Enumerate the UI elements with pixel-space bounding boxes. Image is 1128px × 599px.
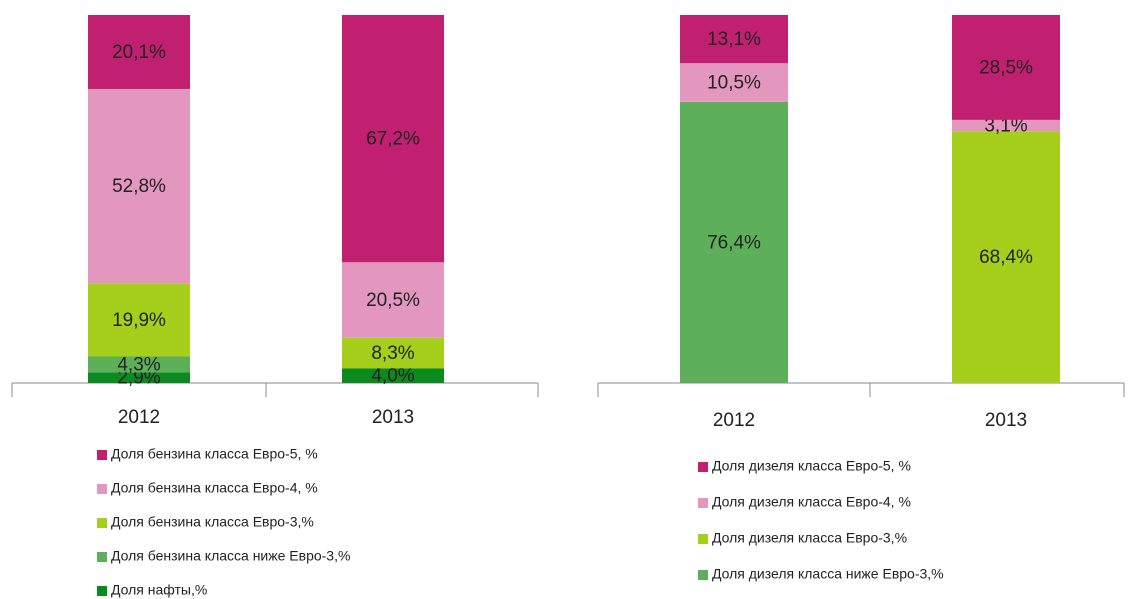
bar-segment	[88, 356, 190, 373]
data-label: 4,0%	[371, 366, 414, 387]
bar-segment	[342, 262, 444, 338]
x-tick-label: 2013	[985, 410, 1027, 431]
legend-swatch	[97, 450, 107, 460]
bar-segment	[680, 15, 788, 64]
legend-swatch	[698, 534, 708, 544]
data-label: 10,5%	[707, 73, 761, 94]
bar-segment	[680, 101, 788, 384]
bar-segment	[88, 283, 190, 357]
bar-segment	[342, 368, 444, 383]
x-tick-label: 2012	[713, 410, 755, 431]
legend-swatch	[97, 552, 107, 562]
data-label: 76,4%	[707, 232, 761, 253]
legend-swatch	[97, 484, 107, 494]
legend-label: Доля дизеля класса Евро-3,%	[712, 530, 907, 546]
legend-swatch	[698, 498, 708, 508]
data-label: 8,3%	[371, 343, 414, 364]
data-label: 52,8%	[112, 176, 166, 197]
data-label: 2,9%	[117, 368, 160, 389]
data-label: 20,1%	[112, 42, 166, 63]
data-label: 20,5%	[366, 290, 420, 311]
bar-segment	[88, 15, 190, 89]
data-label: 4,3%	[117, 354, 160, 375]
legend-label: Доля дизеля класса Евро-4, %	[712, 494, 911, 510]
bar-segment	[88, 372, 190, 383]
bar-segment	[952, 15, 1060, 120]
legend-label: Доля нафты,%	[111, 582, 207, 598]
data-label: 3,1%	[984, 116, 1027, 137]
data-label: 68,4%	[979, 247, 1033, 268]
x-tick-label: 2013	[372, 407, 414, 428]
data-label: 67,2%	[366, 129, 420, 150]
legend-label: Доля бензина класса ниже Евро-3,%	[111, 548, 350, 564]
legend-label: Доля дизеля класса ниже Евро-3,%	[712, 566, 944, 582]
bar-segment	[952, 131, 1060, 383]
bar-segment	[342, 15, 444, 263]
bar-segment	[342, 337, 444, 369]
bar-segment	[680, 63, 788, 102]
bar-segment	[88, 88, 190, 284]
bar-segment	[952, 119, 1060, 132]
legend-label: Доля дизеля класса Евро-5, %	[712, 458, 911, 474]
data-label: 19,9%	[112, 310, 166, 331]
legend-swatch	[698, 570, 708, 580]
legend-label: Доля бензина класса Евро-5, %	[111, 446, 318, 462]
legend-swatch	[97, 586, 107, 596]
legend-swatch	[97, 518, 107, 528]
legend-swatch	[698, 462, 708, 472]
data-label: 13,1%	[707, 29, 761, 50]
legend-label: Доля бензина класса Евро-3,%	[111, 514, 314, 530]
legend-label: Доля бензина класса Евро-4, %	[111, 480, 318, 496]
x-tick-label: 2012	[118, 407, 160, 428]
data-label: 28,5%	[979, 57, 1033, 78]
